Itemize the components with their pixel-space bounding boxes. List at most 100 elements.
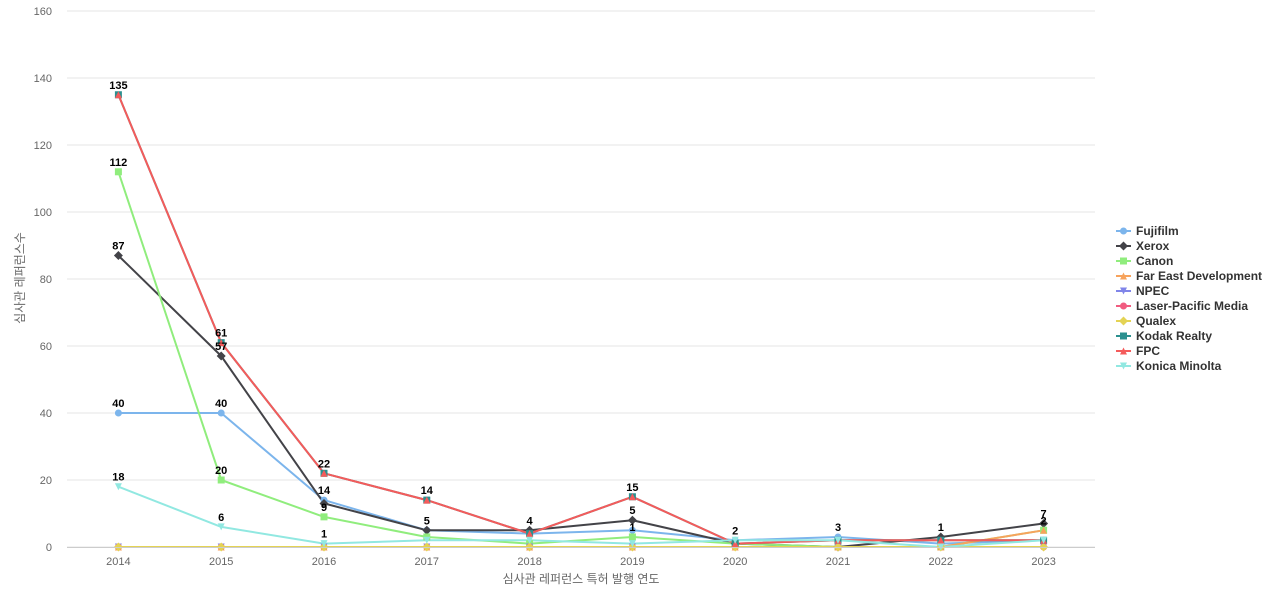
- legend-symbol: [1119, 316, 1128, 326]
- y-tick-label: 100: [34, 207, 52, 219]
- legend-item-konica-minolta[interactable]: Konica Minolta: [1116, 359, 1222, 373]
- data-point-konica-minolta[interactable]: [1040, 536, 1048, 544]
- legend-item-laser-pacific-media[interactable]: Laser-Pacific Media: [1116, 299, 1248, 313]
- data-label: 5: [424, 515, 430, 527]
- data-label: 135: [109, 80, 127, 92]
- data-point-fpc[interactable]: [423, 496, 431, 504]
- data-point-fujifilm[interactable]: [114, 409, 122, 417]
- data-point-konica-minolta[interactable]: [628, 540, 636, 548]
- data-point-konica-minolta[interactable]: [526, 536, 534, 544]
- data-point-fpc[interactable]: [628, 493, 636, 501]
- data-point-konica-minolta[interactable]: [423, 536, 431, 544]
- data-point-xerox[interactable]: [1039, 519, 1049, 529]
- legend-label: Canon: [1136, 254, 1173, 268]
- y-tick-label: 120: [34, 140, 52, 152]
- data-label: 3: [835, 522, 841, 534]
- data-label: 6: [218, 512, 224, 524]
- x-axis-title: 심사관 레퍼런스 특허 발행 연도: [503, 571, 660, 586]
- legend-label: Far East Development: [1136, 269, 1262, 283]
- data-point-fujifilm[interactable]: [217, 409, 225, 417]
- data-label: 57: [215, 341, 227, 353]
- series-line-fujifilm[interactable]: [117, 412, 1045, 545]
- legend-symbol: [1120, 332, 1127, 340]
- series-line-xerox[interactable]: [117, 254, 1045, 548]
- series-line-konica-minolta[interactable]: [117, 485, 1045, 548]
- legend-label: Xerox: [1136, 239, 1170, 253]
- data-label: 1: [629, 522, 635, 534]
- data-label: 2: [732, 525, 738, 537]
- data-point-konica-minolta[interactable]: [217, 523, 225, 531]
- data-point-fpc[interactable]: [937, 536, 945, 544]
- series-line-fpc[interactable]: [117, 93, 1045, 545]
- series-line-kodak-realty[interactable]: [117, 93, 1045, 545]
- data-label: 14: [421, 485, 434, 497]
- data-point-fpc[interactable]: [114, 91, 122, 99]
- data-point-canon[interactable]: [217, 476, 225, 484]
- data-label: 15: [626, 482, 638, 494]
- legend-item-kodak-realty[interactable]: Kodak Realty: [1116, 329, 1212, 343]
- legend-label: Kodak Realty: [1136, 329, 1212, 343]
- x-tick-label: 2021: [826, 556, 850, 568]
- data-point-xerox[interactable]: [627, 515, 637, 525]
- grid: [67, 10, 1095, 548]
- legend-item-npec[interactable]: NPEC: [1116, 284, 1170, 298]
- data-point-fpc[interactable]: [217, 339, 225, 347]
- series-lines: [117, 93, 1045, 548]
- data-point-far-east-development[interactable]: [1040, 526, 1048, 534]
- x-tick-label: 2014: [106, 556, 130, 568]
- x-tick-label: 2023: [1031, 556, 1055, 568]
- legend-item-xerox[interactable]: Xerox: [1116, 239, 1170, 253]
- legend-item-qualex[interactable]: Qualex: [1116, 314, 1176, 328]
- data-point-xerox[interactable]: [216, 351, 226, 361]
- legend-symbol: [1119, 241, 1128, 251]
- data-point-xerox[interactable]: [422, 525, 432, 535]
- x-tick-label: 2017: [415, 556, 439, 568]
- data-point-konica-minolta[interactable]: [114, 483, 122, 491]
- legend-item-fujifilm[interactable]: Fujifilm: [1116, 224, 1179, 238]
- data-label: 5: [629, 505, 635, 517]
- x-tick-label: 2020: [723, 556, 747, 568]
- data-point-konica-minolta[interactable]: [834, 536, 842, 544]
- data-point-fujifilm[interactable]: [628, 526, 636, 534]
- legend-symbol: [1120, 227, 1127, 235]
- y-tick-label: 140: [34, 73, 52, 85]
- y-tick-label: 60: [40, 341, 52, 353]
- data-label: 40: [215, 398, 227, 410]
- data-point-konica-minolta[interactable]: [731, 536, 739, 544]
- legend-item-fpc[interactable]: FPC: [1116, 344, 1160, 358]
- x-tick-label: 2015: [209, 556, 233, 568]
- data-point-canon[interactable]: [628, 533, 636, 541]
- data-point-xerox[interactable]: [113, 251, 123, 261]
- x-tick-label: 2019: [620, 556, 644, 568]
- y-tick-label: 80: [40, 274, 52, 286]
- y-axis-title: 심사관 레퍼런스수: [13, 232, 27, 324]
- data-point-konica-minolta[interactable]: [320, 540, 328, 548]
- data-point-canon[interactable]: [320, 513, 328, 521]
- data-label: 7: [1041, 509, 1047, 521]
- data-label: 18: [112, 472, 124, 484]
- x-tick-label: 2016: [312, 556, 336, 568]
- y-tick-label: 40: [40, 408, 52, 420]
- legend-symbol: [1120, 302, 1127, 310]
- data-point-fpc[interactable]: [320, 469, 328, 477]
- legend-label: Konica Minolta: [1136, 359, 1222, 373]
- data-label: 22: [318, 458, 330, 470]
- data-point-canon[interactable]: [114, 168, 122, 176]
- legend-item-far-east-development[interactable]: Far East Development: [1116, 269, 1262, 283]
- legend-symbol: [1120, 272, 1127, 280]
- data-label: 9: [321, 502, 327, 514]
- legend-symbol: [1120, 287, 1127, 295]
- legend-label: FPC: [1136, 344, 1160, 358]
- data-label: 87: [112, 241, 124, 253]
- data-label: 2: [1041, 515, 1047, 527]
- legend-label: Qualex: [1136, 314, 1176, 328]
- legend-item-canon[interactable]: Canon: [1116, 254, 1173, 268]
- series-line-canon[interactable]: [117, 170, 1045, 548]
- legend-label: Fujifilm: [1136, 224, 1179, 238]
- data-label: 4: [527, 515, 534, 527]
- data-point-fpc[interactable]: [526, 530, 534, 538]
- data-label: 40: [112, 398, 124, 410]
- data-point-xerox[interactable]: [319, 498, 329, 508]
